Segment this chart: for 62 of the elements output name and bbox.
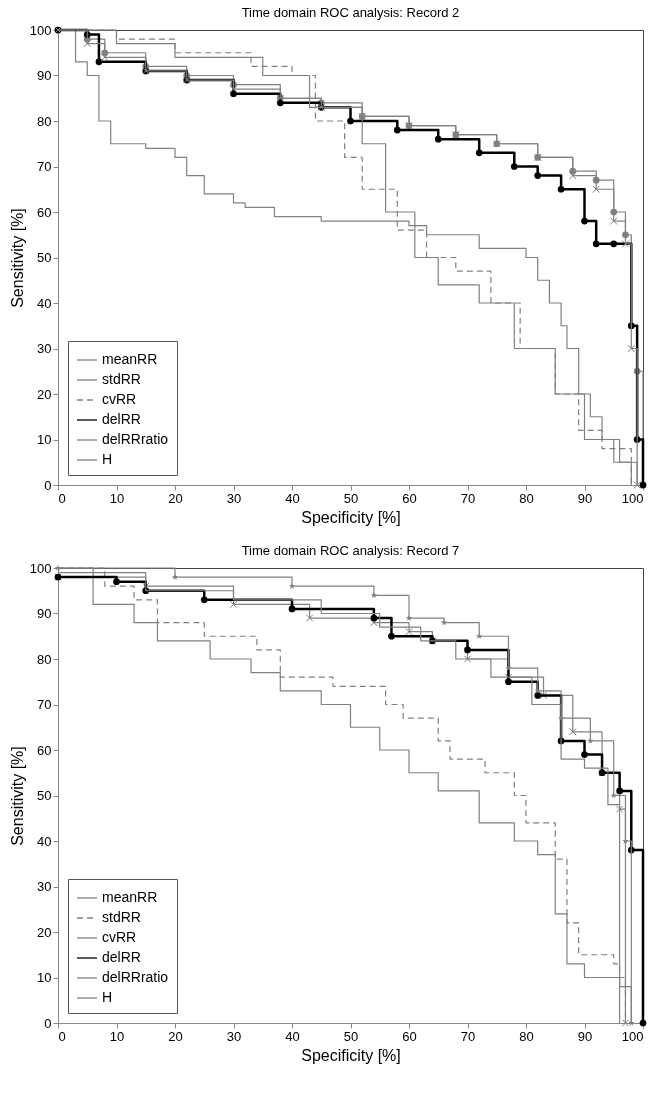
y-tick-label: 60 [37,204,52,220]
y-tick-label: 50 [37,788,52,803]
legend-label: meanRR [102,351,158,367]
x-axis-title: Specificity [%] [301,508,401,526]
chart-title: Time domain ROC analysis: Record 2 [241,5,460,20]
x-tick-label: 50 [343,1028,359,1044]
x-tick-label: 70 [460,490,476,506]
x-tick-label: 30 [226,1028,242,1044]
legend-label: delRRratio [102,969,169,985]
x-tick-label: 30 [226,490,242,506]
x-tick-label: 80 [519,1028,534,1044]
legend-label: stdRR [102,909,141,925]
y-tick-label: 40 [37,833,52,849]
y-axis-title: Sensitivity [%] [8,208,26,308]
x-tick-label: 100 [621,1028,644,1044]
y-tick-label: 50 [37,250,52,265]
y-tick-label: 90 [37,606,52,621]
x-tick-label: 80 [519,490,534,506]
legend-label: stdRR [102,371,141,387]
y-tick-label: 20 [37,386,52,402]
x-tick-label: 40 [285,490,300,506]
x-tick-label: 10 [109,1028,125,1044]
y-tick-label: 30 [37,879,52,894]
legend-label: H [102,989,113,1005]
legend-label: H [102,451,113,467]
x-tick-label: 50 [343,490,359,506]
legend-label: delRRratio [102,431,169,447]
x-tick-label: 20 [168,1028,183,1044]
chart-title: Time domain ROC analysis: Record 7 [241,543,460,558]
y-tick-label: 60 [37,742,52,758]
y-tick-label: 100 [29,560,52,576]
x-tick-label: 60 [402,490,417,506]
x-tick-label: 100 [621,490,644,506]
y-tick-label: 0 [44,1015,52,1031]
x-tick-label: 40 [285,1028,300,1044]
x-tick-label: 90 [577,1028,593,1044]
y-tick-label: 10 [37,970,52,985]
x-tick-label: 70 [460,1028,476,1044]
x-tick-label: 10 [109,490,125,506]
y-tick-label: 70 [37,697,52,712]
y-tick-label: 80 [37,113,52,129]
legend-label: delRR [102,949,141,965]
y-tick-label: 80 [37,651,52,667]
x-tick-label: 0 [58,1028,66,1044]
legend-label: cvRR [102,391,137,407]
y-tick-label: 100 [29,22,52,38]
y-tick-label: 40 [37,295,52,311]
y-tick-label: 30 [37,341,52,356]
x-tick-label: 20 [168,490,183,506]
x-axis-title: Specificity [%] [301,1046,401,1064]
y-axis-title: Sensitivity [%] [8,746,26,846]
legend-label: cvRR [102,929,137,945]
x-tick-label: 0 [58,490,66,506]
y-tick-label: 90 [37,68,52,83]
x-tick-label: 60 [402,1028,417,1044]
y-tick-label: 70 [37,159,52,174]
y-tick-label: 10 [37,432,52,447]
legend-label: meanRR [102,889,158,905]
legend-label: delRR [102,411,141,427]
y-tick-label: 0 [44,477,52,493]
x-tick-label: 90 [577,490,593,506]
y-tick-label: 20 [37,924,52,940]
